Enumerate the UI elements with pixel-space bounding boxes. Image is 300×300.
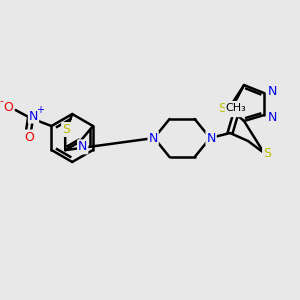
Text: CH₃: CH₃ xyxy=(226,103,246,113)
Text: N: N xyxy=(267,110,277,124)
Text: N: N xyxy=(29,110,38,122)
Text: +: + xyxy=(37,105,44,115)
Text: N: N xyxy=(267,85,277,98)
Text: N: N xyxy=(148,131,158,145)
Text: -: - xyxy=(0,96,4,106)
Text: O: O xyxy=(25,130,34,143)
Text: O: O xyxy=(231,102,242,116)
Text: S: S xyxy=(62,123,70,136)
Text: N: N xyxy=(206,131,216,145)
Text: S: S xyxy=(218,101,226,115)
Text: O: O xyxy=(4,100,14,113)
Text: S: S xyxy=(263,148,271,160)
Text: N: N xyxy=(78,140,87,153)
